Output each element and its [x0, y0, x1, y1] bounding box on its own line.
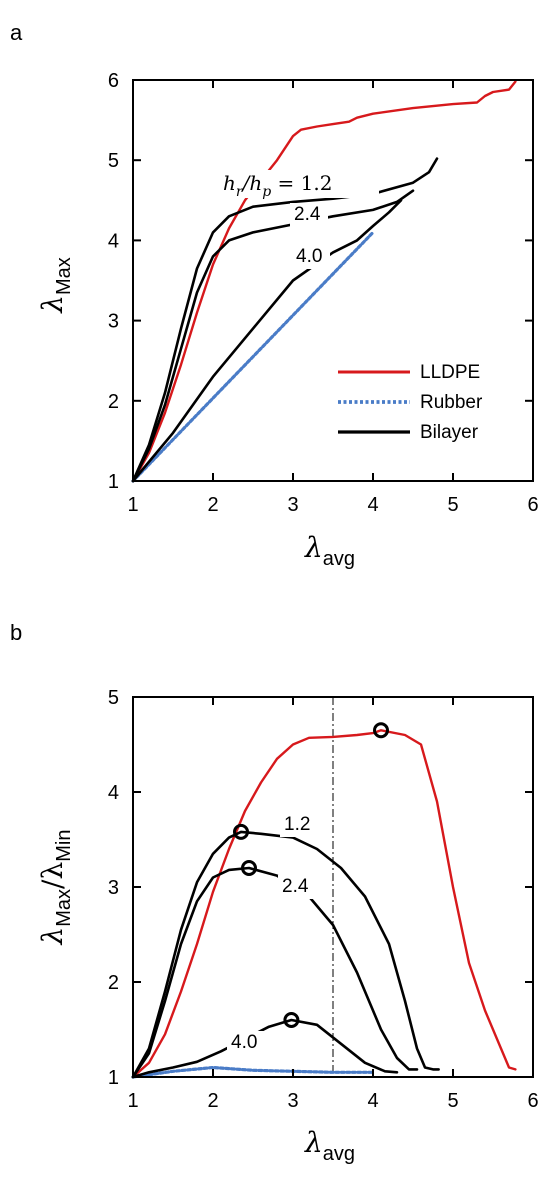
panel-b-series-bilayer-2-4: [131, 866, 419, 1079]
panel-b-x-tick-label: 1: [127, 1090, 138, 1112]
panel-a-curve-label-2-4: 2.4: [294, 204, 321, 225]
panel-a-plot: hr/hp = 1.2 2.4 4.0 1 2 3 4 5 6 1 2 3 4 5 6 λavg λMax LLD…: [36, 70, 539, 570]
panel-a-axes-frame: [132, 79, 534, 482]
panel-b-x-tick-label: 4: [367, 1090, 378, 1112]
panel-a-y-tick-label: 4: [108, 230, 119, 252]
panel-b-max-marker: [373, 722, 389, 739]
panel-b-label: b: [10, 620, 22, 645]
panel-a-y-tick-label: 5: [108, 150, 119, 172]
panel-a-series-bilayer-1-2: [131, 157, 439, 483]
panel-b-label-mask: [280, 813, 318, 837]
panel-b-y-tick-label: 2: [108, 972, 119, 994]
panel-b-series-lldpe: [131, 729, 517, 1079]
panel-a-x-tick-label: 1: [127, 494, 138, 516]
panel-a-series-bilayer-2-4: [131, 189, 415, 483]
panel-a-legend-label-rubber: Rubber: [420, 392, 483, 413]
panel-a-ratio-label: hr/hp = 1.2: [223, 171, 332, 200]
panel-a-curve-label-4-0: 4.0: [296, 246, 322, 267]
panel-b-x-tick-label: 5: [447, 1090, 458, 1112]
panel-b-max-marker: [283, 1012, 300, 1028]
panel-b-y-tick-label: 5: [108, 687, 119, 709]
panel-b-series-rubber: [131, 1065, 375, 1079]
panel-a-label-mask: [290, 203, 328, 227]
panel-a-series-rubber: [131, 230, 375, 483]
panel-b-curve-label-4-0: 4.0: [231, 1032, 257, 1053]
panel-b-plot: 1.2 2.4 4.0 1 2 3 4 5 6 1 2 3 4 5 λavg λMax/λMin: [36, 687, 539, 1165]
panel-a-legend-label-lldpe: LLDPE: [420, 362, 480, 383]
panel-b-x-tick-label: 2: [207, 1090, 218, 1112]
panel-a-y-tick-label: 2: [108, 391, 119, 413]
panel-b-series-bilayer-4-0: [131, 1018, 399, 1079]
panel-b-x-tick-label: 6: [527, 1090, 538, 1112]
panel-a-label: a: [10, 20, 23, 45]
panel-a-y-tick-label: 6: [108, 70, 119, 92]
panel-b-x-tick-label: 3: [287, 1090, 298, 1112]
panel-b-label-mask: [227, 1031, 265, 1055]
panel-b-curve-label-1-2: 1.2: [284, 814, 310, 835]
panel-a-label-mask: [219, 170, 379, 198]
panel-b-max-marker: [233, 823, 249, 840]
panel-b-y-tick-label: 3: [108, 877, 119, 899]
panel-a-y-axis-label: λMax: [36, 257, 75, 314]
panel-b-curve-label-2-4: 2.4: [282, 876, 309, 897]
panel-a-legend-label-bilayer: Bilayer: [420, 422, 479, 443]
panel-b-y-tick-label: 1: [108, 1067, 119, 1089]
panel-b-series-bilayer-1-2: [131, 830, 440, 1079]
panel-a-x-tick-label: 3: [287, 494, 298, 516]
panel-a-x-tick-label: 5: [447, 494, 458, 516]
panel-b-label-mask: [278, 875, 316, 899]
panel-a-x-tick-label: 4: [367, 494, 378, 516]
panel-a-label-mask: [292, 245, 330, 269]
panel-b-y-axis-label: λMax/λMin: [36, 830, 75, 946]
panel-a-x-tick-label: 6: [527, 494, 538, 516]
panel-b-max-marker: [241, 860, 257, 876]
panel-a-y-tick-label: 1: [108, 471, 119, 493]
panel-b-x-axis-label: λavg: [304, 1126, 355, 1165]
panel-a-x-tick-label: 2: [207, 494, 218, 516]
panel-a-x-axis-label: λavg: [304, 531, 355, 570]
panel-a-y-tick-label: 3: [108, 311, 119, 333]
panel-b-y-tick-label: 4: [108, 782, 119, 804]
panel-a-series-lldpe: [131, 80, 517, 483]
